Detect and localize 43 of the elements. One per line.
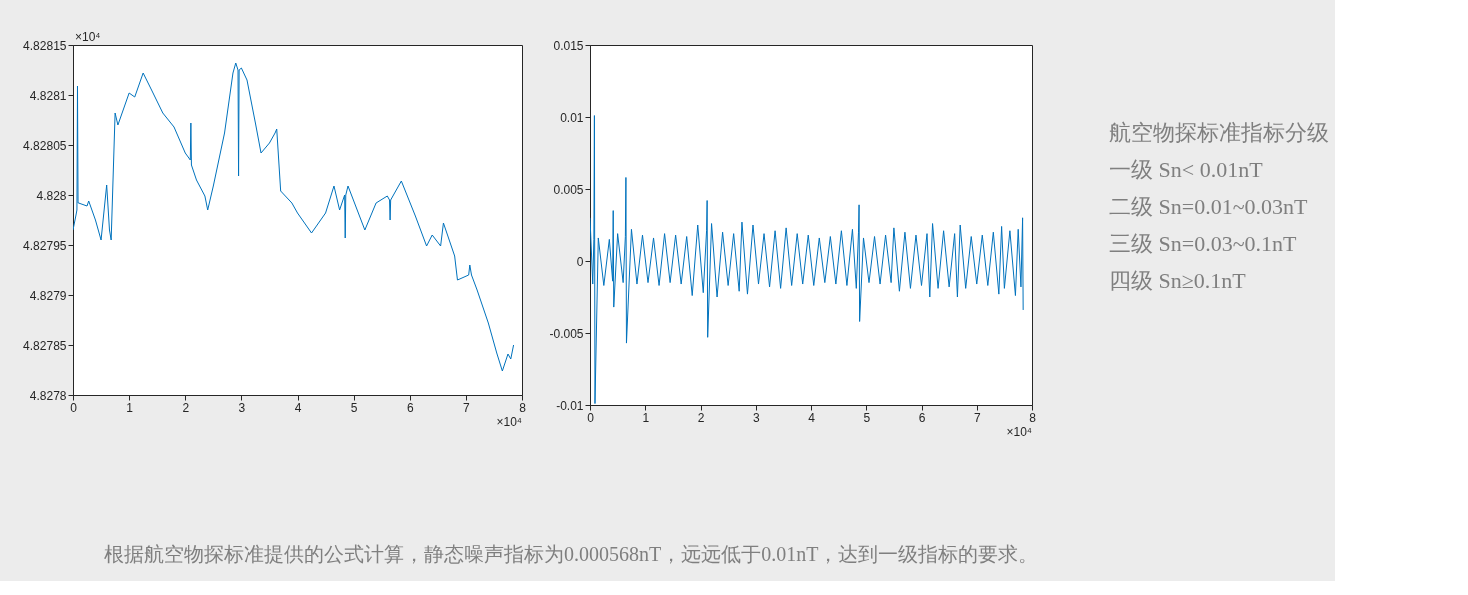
x-tick-label: 0 [70,400,78,415]
x-tick-label: 0 [587,410,595,425]
x-tick-label: 8 [519,400,527,415]
text: ×10⁴ [496,415,522,429]
y-tick-label: 0.01 [560,110,584,125]
y-tick-label: 4.82795 [23,238,67,253]
x-tick-label: 1 [126,400,134,415]
y-tick-label: 0 [576,254,584,269]
text: 一级 Sn< 0.01nT [1109,157,1264,183]
y-tick-label: 4.8278 [29,388,67,403]
text: ×10⁴ [1006,425,1032,439]
text: 三级 Sn=0.03~0.1nT [1109,231,1298,257]
text: 根据航空物探标准提供的公式计算，静态噪声指标为0.000568nT，远远低于0.01nT，达到一级指标的要求。 [104,543,1039,565]
text: ×10⁴ [75,30,101,44]
x-tick-label: 2 [182,400,190,415]
x-tick-label: 5 [863,410,871,425]
x-tick-label: 3 [752,410,760,425]
x-tick-label: 6 [918,410,926,425]
y-tick-label: 4.82815 [23,38,67,53]
x-tick-label: 6 [406,400,414,415]
y-tick-label: 4.82785 [23,338,67,353]
y-tick-label: 0.005 [553,182,584,197]
y-tick-label: -0.01 [556,398,584,413]
x-tick-label: 5 [350,400,358,415]
x-tick-label: 7 [973,410,981,425]
x-tick-label: 2 [697,410,705,425]
x-tick-label: 7 [463,400,471,415]
y-tick-label: -0.005 [549,326,584,341]
y-tick-label: 4.8281 [29,88,67,103]
y-tick-label: 4.828 [36,188,67,203]
y-tick-label: 0.015 [553,38,584,53]
x-tick-label: 4 [294,400,302,415]
line-series [590,115,1024,405]
x-tick-label: 4 [808,410,816,425]
text: 航空物探标准指标分级 [1109,120,1329,146]
text: 二级 Sn=0.01~0.03nT [1109,194,1309,220]
x-tick-label: 1 [642,410,650,425]
y-tick-label: 4.82805 [23,138,67,153]
x-tick-label: 3 [238,400,246,415]
line-series [73,62,515,372]
x-tick-label: 8 [1029,410,1037,425]
y-tick-label: 4.8279 [29,288,67,303]
text: 四级 Sn≥0.1nT [1109,268,1247,294]
